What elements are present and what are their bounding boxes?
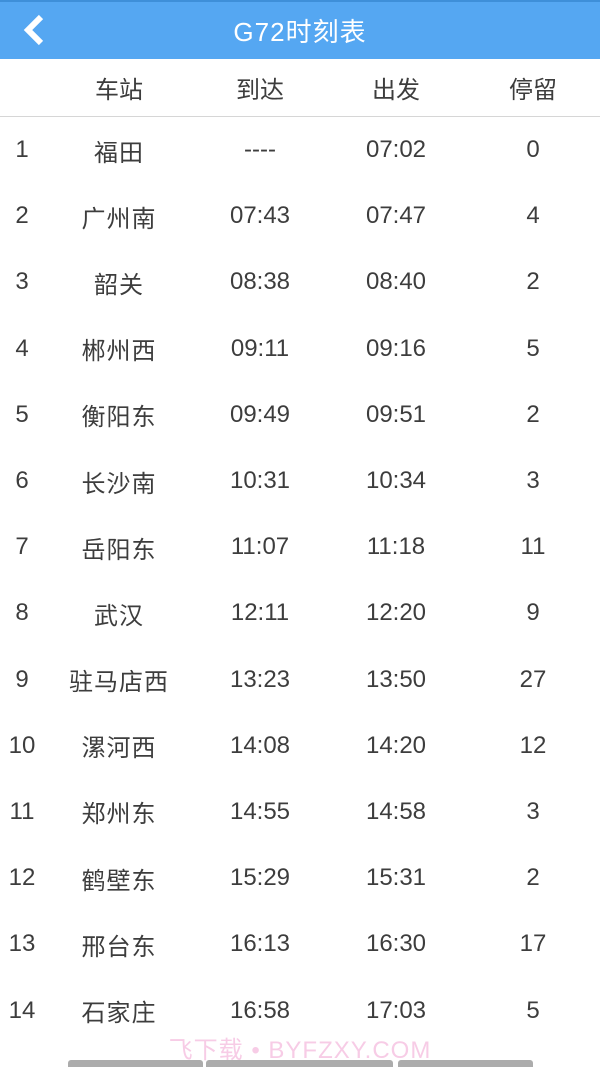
table-row: 14 石家庄 16:58 17:03 5: [0, 977, 600, 1043]
stay-minutes: 0: [526, 136, 540, 164]
table-row: 10 漯河西 14:08 14:20 12: [0, 713, 600, 779]
stay-minutes: 27: [519, 665, 547, 693]
table-row: 11 郑州东 14:55 14:58 3: [0, 779, 600, 845]
depart-time: 12:20: [365, 599, 427, 627]
table-row: 12 鹤壁东 15:29 15:31 2: [0, 845, 600, 911]
row-index: 4: [15, 334, 29, 362]
stay-minutes: 12: [519, 731, 547, 759]
column-header-depart: 出发: [372, 77, 420, 104]
arrive-time: 14:08: [229, 731, 291, 759]
row-index: 8: [15, 599, 29, 627]
row-index: 14: [8, 996, 36, 1024]
depart-time: 07:02: [365, 136, 427, 164]
row-index: 12: [8, 864, 36, 892]
station-name: 韶关: [94, 271, 144, 299]
stay-minutes: 3: [526, 467, 540, 495]
arrive-time: 15:29: [229, 864, 291, 892]
stay-minutes: 2: [526, 268, 540, 296]
row-index: 2: [15, 202, 29, 230]
row-index: 11: [9, 797, 35, 825]
arrive-time: ----: [244, 136, 276, 164]
table-row: 1 福田 ---- 07:02 0: [0, 117, 600, 183]
bottom-cutoff-bar-left: [68, 1060, 203, 1067]
table-row: 4 郴州西 09:11 09:16 5: [0, 316, 600, 382]
station-name: 衡阳东: [81, 404, 157, 432]
depart-time: 09:16: [365, 334, 427, 362]
station-name: 武汉: [94, 602, 144, 630]
table-row: 5 衡阳东 09:49 09:51 2: [0, 382, 600, 448]
station-name: 鹤壁东: [81, 867, 157, 895]
stay-minutes: 2: [526, 400, 540, 428]
row-index: 3: [15, 268, 29, 296]
depart-time: 15:31: [365, 864, 427, 892]
arrive-time: 16:13: [229, 930, 291, 958]
station-name: 岳阳东: [81, 536, 157, 564]
row-index: 5: [15, 400, 29, 428]
row-index: 9: [15, 665, 29, 693]
station-name: 郑州东: [81, 801, 157, 829]
table-header-row: 车站 到达 出发 停留: [0, 59, 600, 117]
table-row: 7 岳阳东 11:07 11:18 11: [0, 514, 600, 580]
stay-minutes: 4: [526, 202, 540, 230]
arrive-time: 10:31: [229, 467, 291, 495]
arrive-time: 14:55: [229, 797, 291, 825]
arrive-time: 11:07: [230, 533, 290, 561]
arrive-time: 09:49: [229, 400, 291, 428]
station-name: 石家庄: [81, 1000, 157, 1028]
station-name: 郴州西: [81, 338, 157, 366]
station-name: 福田: [94, 139, 144, 167]
depart-time: 13:50: [365, 665, 427, 693]
row-index: 7: [15, 533, 29, 561]
arrive-time: 13:23: [229, 665, 291, 693]
table-row: 6 长沙南 10:31 10:34 3: [0, 448, 600, 514]
back-button[interactable]: [8, 6, 60, 54]
depart-time: 08:40: [365, 268, 427, 296]
table-row: 9 驻马店西 13:23 13:50 27: [0, 647, 600, 713]
depart-time: 11:18: [366, 533, 426, 561]
stay-minutes: 3: [526, 797, 540, 825]
station-name: 驻马店西: [69, 669, 169, 697]
timetable-list: 1 福田 ---- 07:02 0 2 广州南 07:43 07:47 4 3 …: [0, 117, 600, 1044]
row-index: 1: [15, 136, 29, 164]
arrive-time: 16:58: [229, 996, 291, 1024]
arrive-time: 07:43: [229, 202, 291, 230]
row-index: 13: [8, 930, 36, 958]
depart-time: 07:47: [365, 202, 427, 230]
stay-minutes: 5: [526, 996, 540, 1024]
table-row: 2 广州南 07:43 07:47 4: [0, 183, 600, 249]
station-name: 邢台东: [81, 933, 157, 961]
app-bar: G72时刻表: [0, 0, 600, 59]
table-row: 8 武汉 12:11 12:20 9: [0, 580, 600, 646]
stay-minutes: 2: [526, 864, 540, 892]
depart-time: 17:03: [365, 996, 427, 1024]
column-header-arrive: 到达: [236, 77, 284, 104]
bottom-cutoff-bar-center: [206, 1060, 393, 1067]
page-title: G72时刻表: [233, 17, 367, 47]
station-name: 长沙南: [81, 470, 157, 498]
depart-time: 14:20: [365, 731, 427, 759]
station-name: 漯河西: [81, 735, 157, 763]
depart-time: 10:34: [365, 467, 427, 495]
arrive-time: 08:38: [229, 268, 291, 296]
table-row: 3 韶关 08:38 08:40 2: [0, 249, 600, 315]
column-header-stay: 停留: [509, 77, 557, 104]
stay-minutes: 5: [526, 334, 540, 362]
arrive-time: 12:11: [230, 599, 290, 627]
depart-time: 16:30: [365, 930, 427, 958]
arrive-time: 09:11: [230, 334, 290, 362]
row-index: 10: [8, 731, 36, 759]
bottom-cutoff-bar-right: [398, 1060, 533, 1067]
depart-time: 14:58: [365, 797, 427, 825]
station-name: 广州南: [81, 205, 157, 233]
stay-minutes: 9: [526, 599, 540, 627]
column-header-station: 车站: [95, 77, 143, 104]
chevron-left-icon: [23, 14, 44, 46]
stay-minutes: 11: [520, 533, 546, 561]
table-row: 13 邢台东 16:13 16:30 17: [0, 911, 600, 977]
stay-minutes: 17: [519, 930, 547, 958]
depart-time: 09:51: [365, 400, 427, 428]
row-index: 6: [15, 467, 29, 495]
